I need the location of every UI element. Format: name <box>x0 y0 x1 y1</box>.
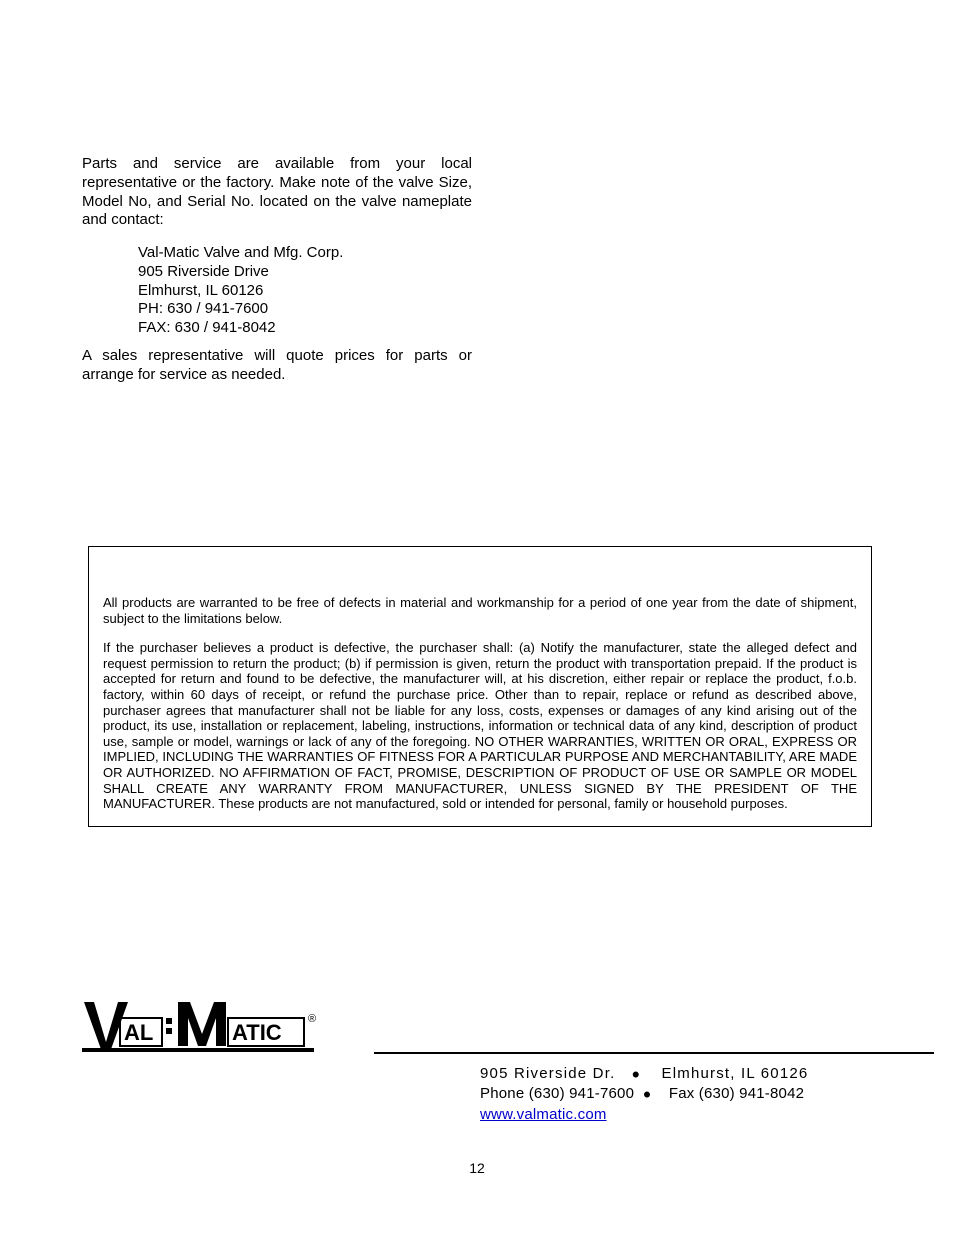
footer-line-3: www.valmatic.com <box>480 1105 934 1125</box>
document-page: Parts and service are available from you… <box>82 0 872 1235</box>
footer-fax: Fax (630) 941-8042 <box>669 1085 804 1102</box>
bullet-icon: ● <box>632 1066 640 1082</box>
footer-phone: Phone (630) 941-7600 <box>480 1085 634 1102</box>
footer-divider <box>374 1052 934 1054</box>
warranty-paragraph-2: If the purchaser believes a product is d… <box>103 640 857 812</box>
footer-address: 905 Riverside Dr. ● Elmhurst, IL 60126 P… <box>480 1064 934 1125</box>
footer-website-link[interactable]: www.valmatic.com <box>480 1106 607 1123</box>
contact-company: Val-Matic Valve and Mfg. Corp. <box>138 244 472 263</box>
svg-text:AL: AL <box>124 1020 153 1045</box>
contact-street: 905 Riverside Drive <box>138 263 472 282</box>
intro-paragraph: Parts and service are available from you… <box>82 155 472 230</box>
warranty-paragraph-1: All products are warranted to be free of… <box>103 595 857 626</box>
contact-citystate: Elmhurst, IL 60126 <box>138 282 472 301</box>
footer-line-2: Phone (630) 941-7600 ● Fax (630) 941-804… <box>480 1084 934 1104</box>
contact-fax: FAX: 630 / 941-8042 <box>138 319 472 338</box>
footer-street: 905 Riverside Dr. <box>480 1065 615 1082</box>
company-logo: AL ATIC ® <box>82 1000 872 1056</box>
contact-block: Val-Matic Valve and Mfg. Corp. 905 River… <box>138 244 472 338</box>
valmatic-logo-icon: AL ATIC ® <box>82 1000 382 1056</box>
bullet-icon: ● <box>643 1086 651 1102</box>
footer-city: Elmhurst, IL 60126 <box>662 1065 809 1082</box>
page-number: 12 <box>82 1160 872 1176</box>
outro-paragraph: A sales representative will quote prices… <box>82 347 472 385</box>
footer-line-1: 905 Riverside Dr. ● Elmhurst, IL 60126 <box>480 1064 934 1084</box>
svg-text:ATIC: ATIC <box>232 1020 282 1045</box>
warranty-box: All products are warranted to be free of… <box>88 546 872 827</box>
contact-phone: PH: 630 / 941-7600 <box>138 300 472 319</box>
svg-text:®: ® <box>308 1013 316 1025</box>
